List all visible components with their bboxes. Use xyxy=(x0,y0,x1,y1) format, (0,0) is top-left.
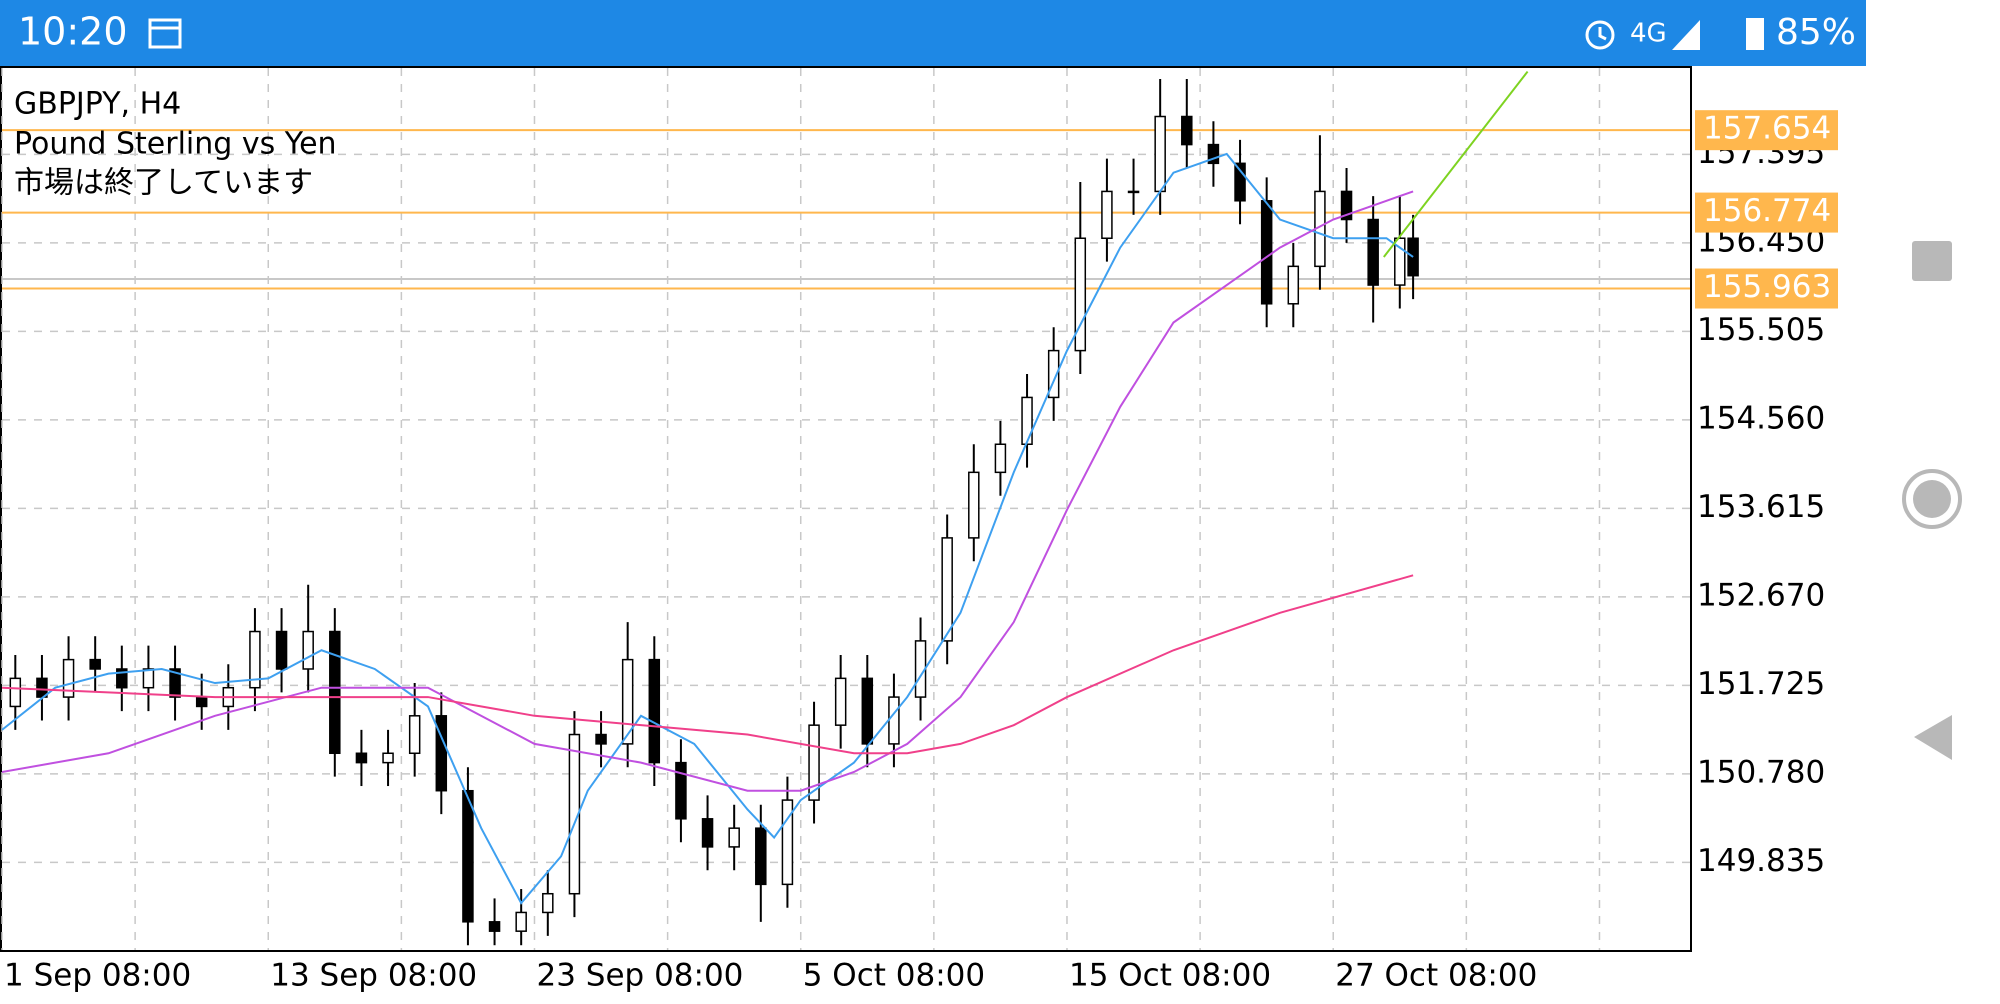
candle-body xyxy=(462,789,474,923)
candle-body xyxy=(1074,237,1087,352)
y-tick-label: 151.725 xyxy=(1697,666,1825,702)
y-tick-label: 155.505 xyxy=(1697,312,1825,348)
symbol-description: Pound Sterling vs Yen xyxy=(14,127,337,162)
candle-body xyxy=(435,715,448,792)
candle-body xyxy=(808,724,820,801)
candle-body xyxy=(329,630,341,755)
y-tick-label: 149.835 xyxy=(1697,843,1825,879)
candle-body xyxy=(1234,162,1246,202)
x-tick-label: 1 Sep 08:00 xyxy=(4,958,191,994)
candle-body xyxy=(1181,115,1193,146)
alarm-icon xyxy=(1585,20,1615,50)
candle-body xyxy=(834,677,847,726)
battery-level: 85% xyxy=(1776,12,1856,53)
signal-icon xyxy=(1672,20,1700,50)
price-level-label: 157.654 xyxy=(1703,111,1831,147)
candle-body xyxy=(621,658,634,745)
candle-body xyxy=(1287,265,1300,305)
x-tick-label: 27 Oct 08:00 xyxy=(1335,958,1537,994)
calendar-icon xyxy=(148,18,182,49)
price-level-box xyxy=(1695,192,1838,233)
candle-body xyxy=(1101,190,1113,239)
candle-body xyxy=(861,677,874,745)
candle-body xyxy=(249,630,261,689)
candle-body xyxy=(755,827,767,886)
candle-body xyxy=(1154,115,1166,193)
plot-area xyxy=(2,70,1690,946)
y-tick-label: 150.780 xyxy=(1697,754,1825,790)
candle-body xyxy=(116,668,128,689)
x-tick-label: 23 Sep 08:00 xyxy=(536,958,743,994)
candle-body xyxy=(488,921,501,932)
candle-body xyxy=(89,658,101,670)
candle-body xyxy=(1047,349,1060,399)
candle-body xyxy=(142,668,155,689)
grid xyxy=(1,68,1690,950)
candle-body xyxy=(728,827,740,848)
candle-body xyxy=(1021,396,1033,445)
candle-body xyxy=(62,658,75,698)
plot-frame xyxy=(0,66,1692,952)
candle-body xyxy=(355,752,368,764)
x-tick-label: 13 Sep 08:00 xyxy=(270,958,477,994)
x-tick-label: 15 Oct 08:00 xyxy=(1069,958,1271,994)
candle-body xyxy=(1340,190,1353,221)
home-button[interactable] xyxy=(1902,469,1962,529)
price-level-label: 155.963 xyxy=(1703,269,1831,305)
y-tick-label: 153.615 xyxy=(1697,489,1825,525)
recents-button[interactable] xyxy=(1912,241,1952,281)
candle-body xyxy=(408,715,421,755)
candle-body xyxy=(382,752,394,764)
network-type: 4G xyxy=(1630,19,1667,49)
back-button[interactable] xyxy=(1914,715,1952,760)
candle-body xyxy=(648,658,661,764)
candle-body xyxy=(1394,237,1406,286)
candle-body xyxy=(169,668,181,698)
candle-body xyxy=(195,696,208,708)
y-tick-label: 154.560 xyxy=(1697,400,1825,436)
moving-average xyxy=(2,152,1414,905)
candle-body xyxy=(968,471,980,539)
candle-body xyxy=(994,443,1007,474)
candle-body xyxy=(275,630,288,670)
battery-icon xyxy=(1746,18,1764,50)
price-level-box xyxy=(1695,268,1838,309)
moving-average xyxy=(2,574,1414,755)
candle-body xyxy=(1207,143,1220,165)
trendline xyxy=(1383,70,1529,258)
price-level-label: 156.774 xyxy=(1703,193,1831,229)
candle-body xyxy=(302,630,314,670)
candle-body xyxy=(675,761,687,820)
candle-body xyxy=(568,733,581,895)
candle-body xyxy=(1260,200,1273,305)
candle-body xyxy=(701,818,714,848)
market-status: 市場は終了しています xyxy=(14,166,313,201)
candle-body xyxy=(888,696,900,745)
price-axis: 149.835 150.780 151.725 152.670 153.615 154.5… xyxy=(4,110,1838,994)
candle-body xyxy=(1367,218,1379,286)
candle-body xyxy=(941,537,953,642)
candle-body xyxy=(515,911,527,932)
candle-body xyxy=(542,892,554,914)
status-time: 10:20 xyxy=(18,10,128,54)
candle-body xyxy=(1127,190,1140,194)
status-bar xyxy=(0,0,1866,66)
y-tick-label: 152.670 xyxy=(1697,577,1825,613)
price-level-box xyxy=(1695,110,1838,151)
moving-average xyxy=(2,190,1414,792)
candle-body xyxy=(781,799,794,886)
x-tick-label: 5 Oct 08:00 xyxy=(803,958,985,994)
candle-body xyxy=(9,677,22,708)
candle-body xyxy=(595,733,607,745)
symbol: GBPJPY, H4 xyxy=(14,87,181,122)
